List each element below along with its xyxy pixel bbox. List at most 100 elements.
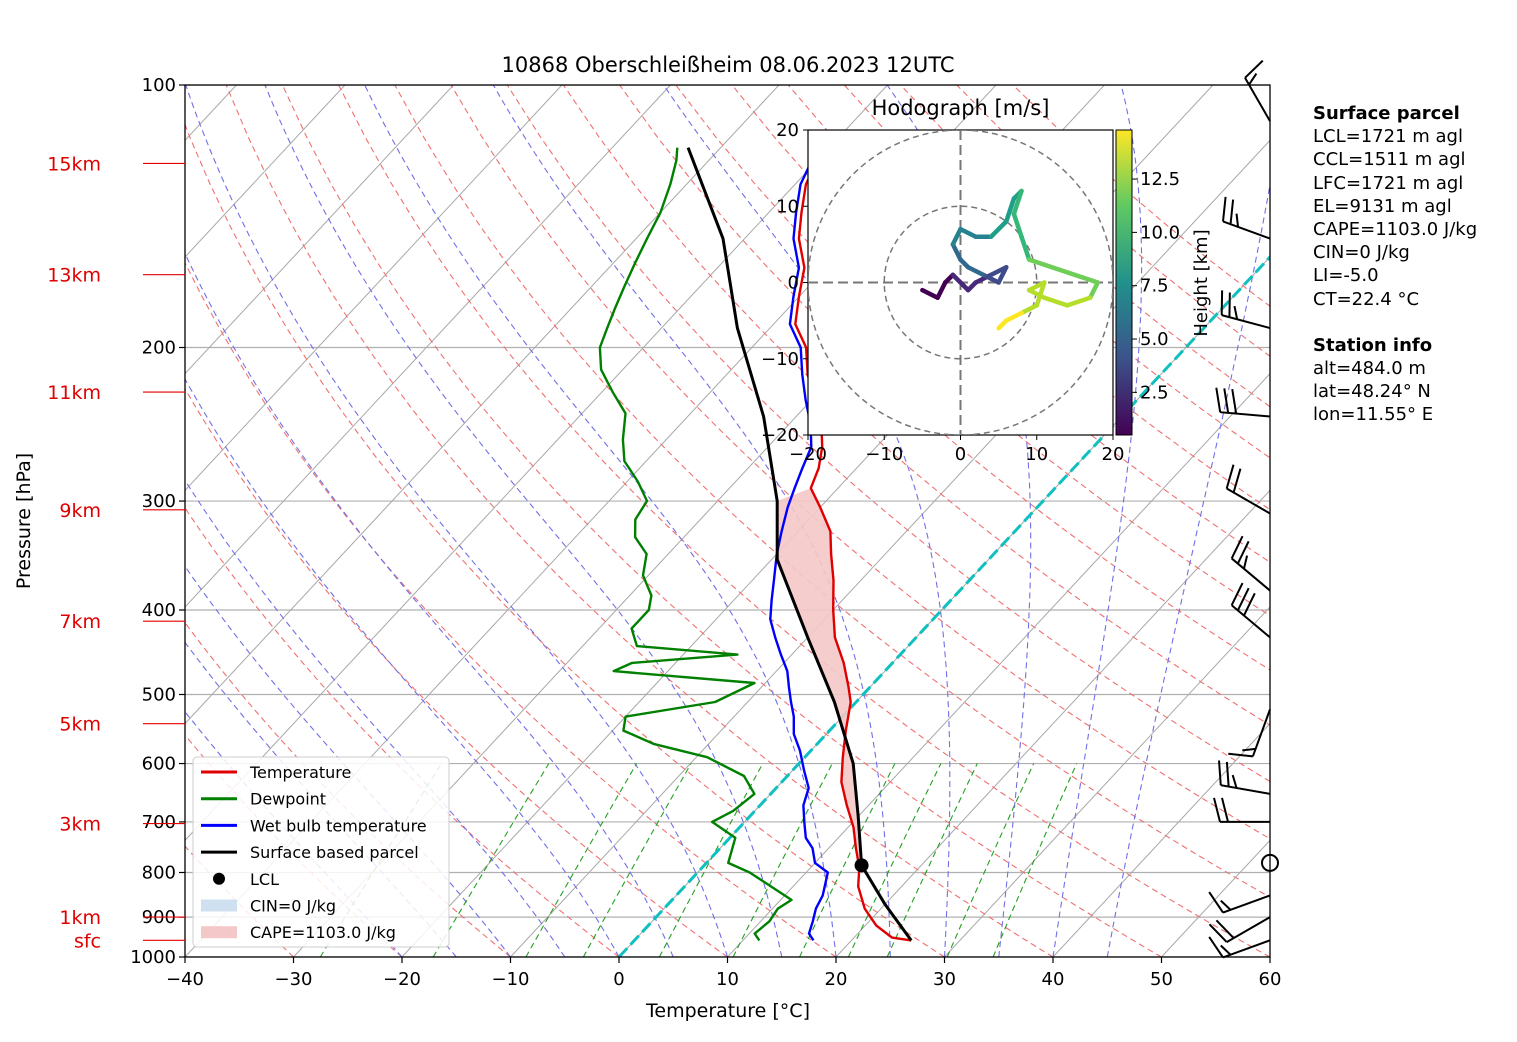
colorbar xyxy=(1115,129,1133,436)
x-tick-label: 50 xyxy=(1150,969,1173,990)
moist-adiabat xyxy=(364,85,837,957)
wind-barb xyxy=(1228,709,1271,758)
reference-lines xyxy=(185,85,1270,957)
legend-label: LCL xyxy=(250,870,279,889)
hodograph-x-tick-label: −10 xyxy=(865,444,903,465)
mixing-ratio-line xyxy=(992,763,1078,957)
legend-item: Surface based parcel xyxy=(201,843,419,862)
profile-curves xyxy=(598,147,913,942)
isotherm xyxy=(835,489,1270,957)
moist-adiabat xyxy=(185,252,674,957)
hodograph-segment xyxy=(1065,295,1093,308)
mixing-ratio-line xyxy=(582,763,692,957)
y-tick-label: 700 xyxy=(142,812,176,833)
hodograph-y-tick-label: 20 xyxy=(776,120,799,141)
y-tick-label: 1000 xyxy=(130,947,176,968)
dry-adiabat xyxy=(394,85,1270,898)
colorbar-tick-label: 7.5 xyxy=(1140,276,1169,297)
hodograph-y-tick-label: 0 xyxy=(788,273,799,294)
isotherm xyxy=(185,85,671,608)
hodograph-segment xyxy=(1087,280,1100,300)
hodograph-segment xyxy=(1011,211,1024,239)
x-tick-label: −20 xyxy=(383,969,421,990)
wind-barb xyxy=(1230,582,1271,639)
dewpoint-line xyxy=(598,147,793,942)
isotherm xyxy=(944,606,1270,957)
mixing-ratio-line xyxy=(732,763,833,957)
legend-swatch xyxy=(201,926,237,939)
legend-label: Surface based parcel xyxy=(250,843,419,862)
x-tick-label: −40 xyxy=(166,969,204,990)
hodograph-y-tick-label: −10 xyxy=(761,349,799,370)
x-tick-label: 10 xyxy=(716,969,739,990)
lcl-marker xyxy=(854,858,869,873)
wind-barb xyxy=(1225,464,1271,515)
freezing-isotherm xyxy=(617,254,1270,957)
legend-label: CAPE=1103.0 J/kg xyxy=(250,923,396,942)
dry-adiabat xyxy=(338,85,1270,957)
station-line-lat: lat=48.24° N xyxy=(1313,381,1431,403)
legend-label: CIN=0 J/kg xyxy=(250,897,336,916)
wind-barb xyxy=(1218,760,1271,795)
dry-adiabat xyxy=(225,85,1054,957)
surface-line-li: LI=-5.0 xyxy=(1313,265,1379,287)
hodograph-segment xyxy=(996,318,1009,331)
hodograph-y-tick-label: −20 xyxy=(761,425,799,446)
y-tick-label: 100 xyxy=(142,75,176,96)
surface-parcel-header: Surface parcel xyxy=(1313,103,1460,124)
surface-line-cin: CIN=0 J/kg xyxy=(1313,242,1410,264)
mixing-ratio-line xyxy=(946,763,1035,957)
legend-item: Wet bulb temperature xyxy=(201,816,427,835)
x-tick-label: −30 xyxy=(275,969,313,990)
wind-barb xyxy=(1261,853,1279,872)
surface-line-ccl: CCL=1511 m agl xyxy=(1313,149,1466,171)
hodograph-inset: −20−20 −10 −10 0 0 10 10 20 20 Hodograph [m/s] 2.5… xyxy=(761,96,1212,465)
x-axis-label: Temperature [°C] xyxy=(645,1000,810,1022)
hodograph-segment xyxy=(1004,310,1024,323)
hodograph-x-tick-label: 20 xyxy=(1102,444,1125,465)
station-line-alt: alt=484.0 m xyxy=(1313,358,1426,380)
wind-barb xyxy=(1213,797,1270,823)
height-label: 13km xyxy=(47,265,101,287)
surface-line-ct: CT=22.4 °C xyxy=(1313,288,1420,310)
height-label: 11km xyxy=(47,382,101,404)
legend-item: Dewpoint xyxy=(201,790,326,809)
mixing-ratio-line xyxy=(847,763,942,957)
isotherm xyxy=(185,85,454,375)
wind-barb xyxy=(1220,290,1271,330)
x-tick-label: 20 xyxy=(825,969,848,990)
wet-bulb-line xyxy=(769,147,829,942)
hodograph-x-tick-label: 0 xyxy=(955,444,966,465)
y-tick-label: 200 xyxy=(142,337,176,358)
hodograph-segment xyxy=(958,226,978,239)
colorbar-label: Height [km] xyxy=(1191,229,1212,336)
legend-label: Wet bulb temperature xyxy=(250,816,427,835)
x-tick-label: 0 xyxy=(613,969,624,990)
wind-barb xyxy=(1208,916,1271,943)
height-label: sfc xyxy=(74,930,101,952)
colorbar-tick-label: 2.5 xyxy=(1140,382,1169,403)
hodograph-segment xyxy=(981,272,1001,285)
temperature-line xyxy=(794,147,912,942)
chart-title: 10868 Oberschleißheim 08.06.2023 12UTC xyxy=(502,53,955,77)
legend-item: CIN=0 J/kg xyxy=(201,897,336,916)
hodograph-segment xyxy=(950,226,963,247)
hodograph-segment xyxy=(1004,196,1017,224)
isotherm xyxy=(1052,722,1270,957)
y-tick-label: 800 xyxy=(142,862,176,883)
dry-adiabat xyxy=(506,85,1270,783)
hodograph-segment xyxy=(1049,265,1078,278)
moist-adiabat xyxy=(886,85,1032,957)
moist-adiabat xyxy=(492,85,891,957)
hodograph-title: Hodograph [m/s] xyxy=(872,96,1050,120)
x-tick-label: 40 xyxy=(1042,969,1065,990)
cape-cin-areas xyxy=(777,488,862,868)
wind-barbs xyxy=(1208,59,1279,959)
hodograph-segment xyxy=(1034,280,1047,308)
hodograph-segment xyxy=(950,272,971,293)
legend-label: Temperature xyxy=(249,763,351,782)
hodograph-segment xyxy=(920,287,940,300)
